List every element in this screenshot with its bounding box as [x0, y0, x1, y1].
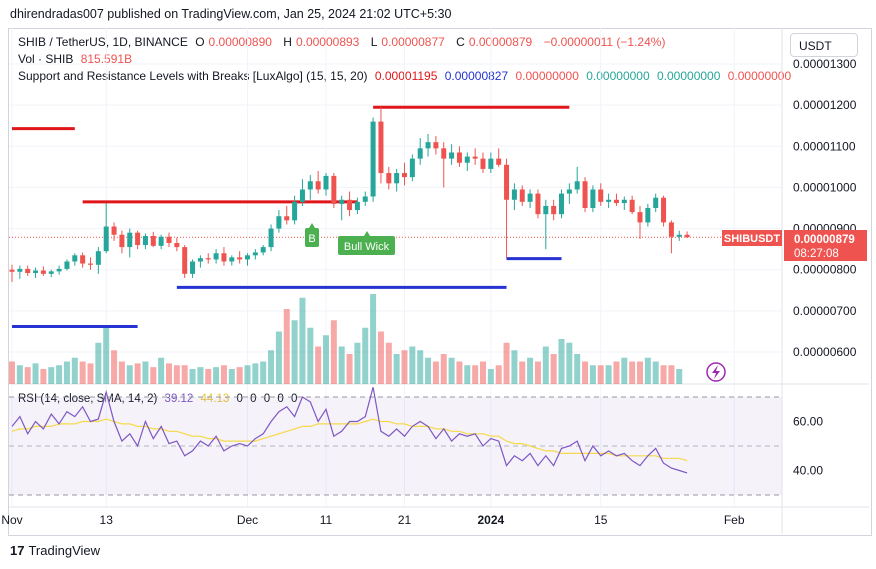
legend-high: H 0.00000893 [283, 35, 360, 49]
indicator-value-6: 0.00000000 [727, 69, 792, 83]
legend-rsi-extra-4: 0 [277, 393, 284, 405]
legend-close: C 0.00000879 [456, 35, 533, 49]
legend-open: O 0.00000890 [195, 35, 272, 49]
tradingview-brand: TradingView [28, 543, 101, 558]
chart-frame [8, 28, 872, 536]
legend-rsi-extra-3: 0 [263, 393, 271, 405]
indicator-value-support: 0.00000827 [444, 69, 509, 83]
legend-vol-value: 815.591B [80, 52, 133, 66]
legend-volume: Vol · SHIB 815.591B [18, 52, 136, 66]
indicator-value-3: 0.00000000 [515, 69, 579, 83]
legend-rsi-extra-5: 0 [290, 393, 298, 405]
legend-indicator-name[interactable]: Support and Resistance Levels with Break… [18, 69, 368, 83]
indicator-value-4: 0.00000000 [586, 69, 650, 83]
legend-low: L 0.00000877 [370, 35, 445, 49]
legend-ohlc: SHIB / TetherUS, 1D, BINANCE O 0.00000890… [18, 35, 669, 49]
legend-rsi-extra-2: 0 [250, 393, 257, 405]
legend-rsi: RSI (14, close, SMA, 14, 2) 39.12 44.13 … [18, 393, 301, 405]
tradingview-mark-icon: 17 [10, 543, 25, 558]
legend-rsi-extra-1: 0 [236, 393, 243, 405]
legend-symbol[interactable]: SHIB / TetherUS, 1D, BINANCE [18, 35, 188, 49]
legend-rsi-ma-value: 44.13 [200, 393, 230, 405]
publisher-line: dhirendradas007 published on TradingView… [10, 7, 452, 21]
legend-change: −0.00000011 (−1.24%) [543, 35, 666, 49]
legend-rsi-value: 39.12 [164, 393, 194, 405]
legend-rsi-label[interactable]: RSI (14, close, SMA, 14, 2) [18, 393, 158, 405]
indicator-value-resistance: 0.00001195 [374, 69, 438, 83]
currency-button[interactable]: USDT [790, 33, 858, 57]
legend-indicator: Support and Resistance Levels with Break… [18, 69, 795, 83]
legend-vol-label[interactable]: Vol · SHIB [18, 52, 74, 66]
indicator-value-5: 0.00000000 [656, 69, 721, 83]
tradingview-logo[interactable]: 17 TradingView [10, 543, 100, 558]
